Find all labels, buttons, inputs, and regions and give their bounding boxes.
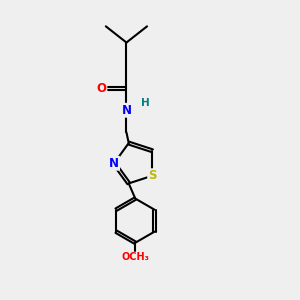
Text: H: H xyxy=(141,98,150,108)
Text: N: N xyxy=(109,157,119,170)
Text: N: N xyxy=(122,104,131,117)
Text: OCH₃: OCH₃ xyxy=(121,253,149,262)
Text: O: O xyxy=(96,82,106,95)
Text: S: S xyxy=(148,169,157,182)
